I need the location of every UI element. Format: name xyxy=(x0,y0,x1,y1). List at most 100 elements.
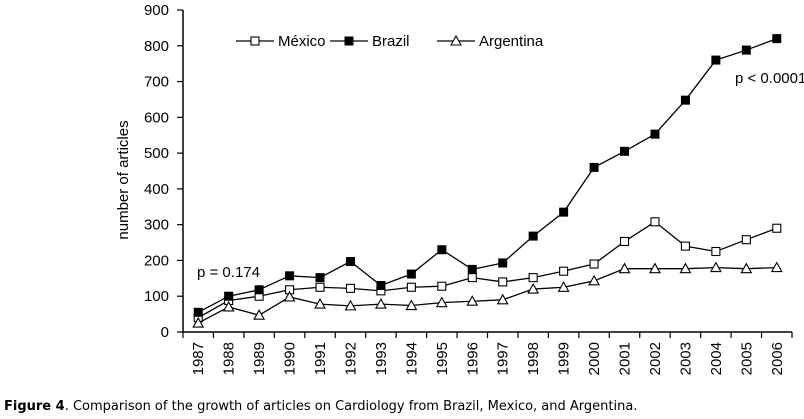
data-point-argentina-1994 xyxy=(405,299,418,311)
data-point-mexico-2000 xyxy=(589,259,599,269)
data-point-brazil-1992 xyxy=(345,257,355,267)
data-point-brazil-1998 xyxy=(528,231,538,241)
x-tick-label: 1987 xyxy=(190,342,207,375)
data-point-mexico-1999 xyxy=(559,266,569,276)
data-point-mexico-2004 xyxy=(711,246,721,257)
y-tick-label: 900 xyxy=(144,2,169,19)
data-point-argentina-2003 xyxy=(679,262,692,274)
data-point-argentina-1987 xyxy=(192,316,205,328)
data-point-mexico-1996 xyxy=(467,273,477,283)
x-axis: 1987 1988 1989 1990 1991 1992 1993 1994 1995 1996… xyxy=(182,331,793,375)
data-point-brazil-2002 xyxy=(650,129,660,139)
legend-marker-argentina xyxy=(450,34,462,46)
legend-item-argentina: Argentina xyxy=(437,33,544,50)
legend-label-brazil: Brazil xyxy=(372,33,410,50)
data-point-argentina-1999 xyxy=(557,281,570,292)
data-point-argentina-2000 xyxy=(588,274,601,286)
data-point-argentina-2001 xyxy=(618,262,631,274)
x-tick-label: 1998 xyxy=(525,342,542,375)
data-point-brazil-2003 xyxy=(680,95,690,105)
series-group xyxy=(192,34,783,328)
data-point-argentina-1995 xyxy=(435,296,448,308)
data-point-brazil-2005 xyxy=(741,45,751,55)
data-point-argentina-1993 xyxy=(374,297,387,309)
data-point-mexico-2006 xyxy=(772,223,782,233)
legend-label-mexico: México xyxy=(278,33,326,50)
figure-caption: Figure 4. Comparison of the growth of ar… xyxy=(4,399,637,414)
data-point-mexico-1995 xyxy=(437,281,447,291)
y-tick-label: 400 xyxy=(144,181,169,198)
x-tick-label: 1991 xyxy=(312,342,329,375)
x-tick-label: 1988 xyxy=(221,342,238,375)
data-point-argentina-2002 xyxy=(649,262,661,274)
data-point-argentina-2005 xyxy=(740,262,753,274)
data-point-argentina-1998 xyxy=(527,282,540,294)
series-argentina xyxy=(192,261,783,328)
x-tick-label: 1999 xyxy=(556,342,573,375)
data-point-mexico-1991 xyxy=(315,282,325,292)
data-point-brazil-2004 xyxy=(711,55,721,65)
data-point-mexico-2005 xyxy=(741,235,751,245)
x-tick-label: 1996 xyxy=(464,342,481,375)
data-point-brazil-2000 xyxy=(589,162,599,172)
legend-item-mexico: México xyxy=(236,33,326,50)
data-point-brazil-1996 xyxy=(467,264,477,274)
data-point-mexico-1997 xyxy=(498,277,508,287)
y-tick-label: 700 xyxy=(144,74,169,91)
data-point-brazil-1987 xyxy=(193,307,203,317)
y-tick-label: 600 xyxy=(144,109,169,126)
y-tick-label: 800 xyxy=(144,38,169,55)
x-tick-label: 2001 xyxy=(617,342,634,375)
x-tick-label: 1989 xyxy=(251,342,268,375)
legend-marker-mexico xyxy=(250,36,260,46)
data-point-mexico-1994 xyxy=(406,282,416,292)
data-point-mexico-1992 xyxy=(345,283,356,293)
caption-text: . Comparison of the growth of articles o… xyxy=(64,399,638,414)
data-point-mexico-2001 xyxy=(619,236,630,247)
y-tick-label: 0 xyxy=(161,324,169,341)
x-tick-label: 1990 xyxy=(282,342,299,375)
data-point-brazil-1991 xyxy=(315,273,325,283)
data-point-brazil-1997 xyxy=(498,258,508,268)
caption-label: Figure 4 xyxy=(4,399,65,414)
x-tick-label: 2004 xyxy=(708,342,725,375)
y-axis: 0 100 200 300 400 500 600 700 800 900 xyxy=(144,2,184,341)
data-point-brazil-2006 xyxy=(772,34,782,44)
y-tick-label: 100 xyxy=(144,288,169,305)
data-point-argentina-2006 xyxy=(770,261,783,273)
x-tick-label: 1995 xyxy=(434,342,451,375)
annotation-p-174: p = 0.174 xyxy=(197,264,260,281)
data-point-argentina-1991 xyxy=(314,297,326,309)
series-line-argentina xyxy=(197,266,777,324)
series-brazil xyxy=(193,34,782,317)
y-axis-title: number of articles xyxy=(115,120,132,239)
data-point-argentina-1988 xyxy=(222,300,235,312)
y-tick-label: 300 xyxy=(144,217,169,234)
legend: México Brazil Argentina xyxy=(236,33,544,50)
legend-item-brazil: Brazil xyxy=(330,33,410,50)
x-tick-label: 2005 xyxy=(738,342,755,375)
data-point-mexico-2003 xyxy=(680,241,690,251)
legend-label-argentina: Argentina xyxy=(479,33,544,50)
y-tick-label: 500 xyxy=(144,145,169,162)
x-tick-label: 1994 xyxy=(403,342,420,375)
x-tick-label: 1993 xyxy=(373,342,390,375)
x-tick-label: 2006 xyxy=(769,342,786,375)
data-point-brazil-1990 xyxy=(285,271,295,281)
data-point-mexico-2002 xyxy=(650,217,660,227)
series-mexico xyxy=(193,217,782,323)
x-tick-label: 1997 xyxy=(495,342,512,375)
x-tick-label: 1992 xyxy=(342,342,359,375)
data-point-brazil-1994 xyxy=(406,269,416,279)
data-point-argentina-1997 xyxy=(496,293,509,305)
data-point-argentina-1992 xyxy=(344,299,357,311)
series-line-mexico xyxy=(197,221,778,319)
x-tick-label: 2003 xyxy=(677,342,694,375)
series-line-brazil xyxy=(197,38,778,313)
data-point-brazil-1999 xyxy=(559,207,569,217)
annotation-p-0001: p < 0.0001 xyxy=(735,70,804,87)
data-point-brazil-1995 xyxy=(437,245,447,255)
data-point-argentina-1990 xyxy=(283,290,296,302)
data-point-argentina-1996 xyxy=(466,295,479,306)
